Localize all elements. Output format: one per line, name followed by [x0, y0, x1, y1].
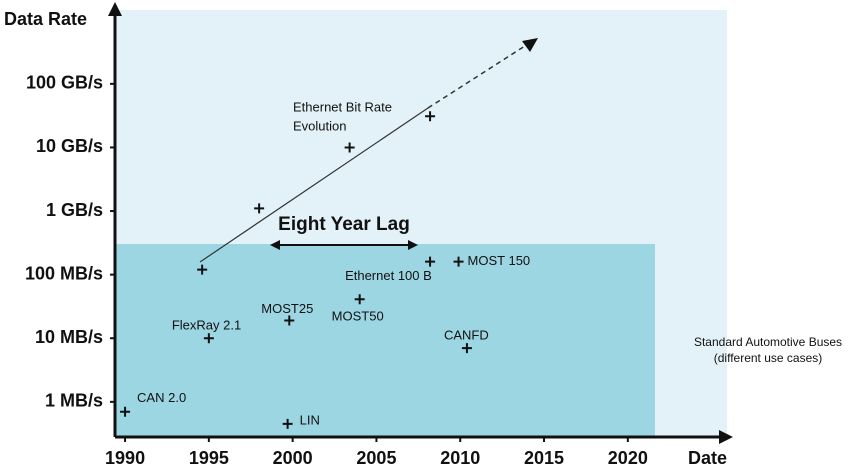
- point-label: MOST 150: [468, 253, 531, 268]
- x-axis-label: Date: [688, 448, 727, 468]
- trend-label: Evolution: [293, 118, 346, 133]
- y-tick-label: 100 GB/s: [26, 73, 103, 93]
- x-tick-label: 2015: [524, 448, 564, 468]
- data-point: [203, 333, 214, 344]
- x-tick-label: 2005: [356, 448, 396, 468]
- point-label: CANFD: [444, 328, 489, 343]
- data-point: [461, 343, 472, 354]
- x-tick-label: 2010: [440, 448, 480, 468]
- trend-label: Ethernet Bit Rate: [293, 99, 392, 114]
- x-tick-label: 2020: [608, 448, 648, 468]
- x-tick-label: 2000: [273, 448, 313, 468]
- data-point: [425, 111, 436, 122]
- data-point: [197, 264, 208, 275]
- x-axis-arrow: [719, 430, 733, 444]
- data-point: [344, 142, 355, 153]
- point-label: MOST50: [332, 309, 384, 324]
- region-label: Standard Automotive Buses: [694, 335, 842, 349]
- y-tick-label: 10 MB/s: [35, 327, 103, 347]
- x-tick-label: 1995: [189, 448, 229, 468]
- y-axis-arrow: [108, 2, 122, 16]
- point-label: CAN 2.0: [137, 390, 186, 405]
- region-label: (different use cases): [714, 351, 823, 365]
- trend-arrow: [522, 38, 538, 52]
- trend-line: [199, 107, 429, 263]
- y-tick-label: 1 MB/s: [45, 391, 103, 411]
- data-point: [453, 256, 464, 267]
- point-label: LIN: [300, 412, 320, 427]
- y-axis-label: Data Rate: [4, 9, 87, 29]
- lag-label: Eight Year Lag: [278, 214, 410, 235]
- point-label: FlexRay 2.1: [172, 318, 241, 333]
- data-point: [282, 418, 293, 429]
- y-tick-label: 1 GB/s: [46, 200, 103, 220]
- y-tick-label: 10 GB/s: [36, 136, 103, 156]
- y-tick-label: 100 MB/s: [25, 263, 103, 283]
- point-label: Ethernet 100 B: [345, 268, 432, 283]
- point-label: MOST25: [261, 301, 313, 316]
- trend-projection: [427, 43, 529, 109]
- data-point: [284, 315, 295, 326]
- x-tick-label: 1990: [105, 448, 145, 468]
- data-point: [254, 203, 265, 214]
- data-point: [425, 256, 436, 267]
- automotive-region: [115, 244, 655, 437]
- data-point: [354, 294, 365, 305]
- data-point: [120, 406, 131, 417]
